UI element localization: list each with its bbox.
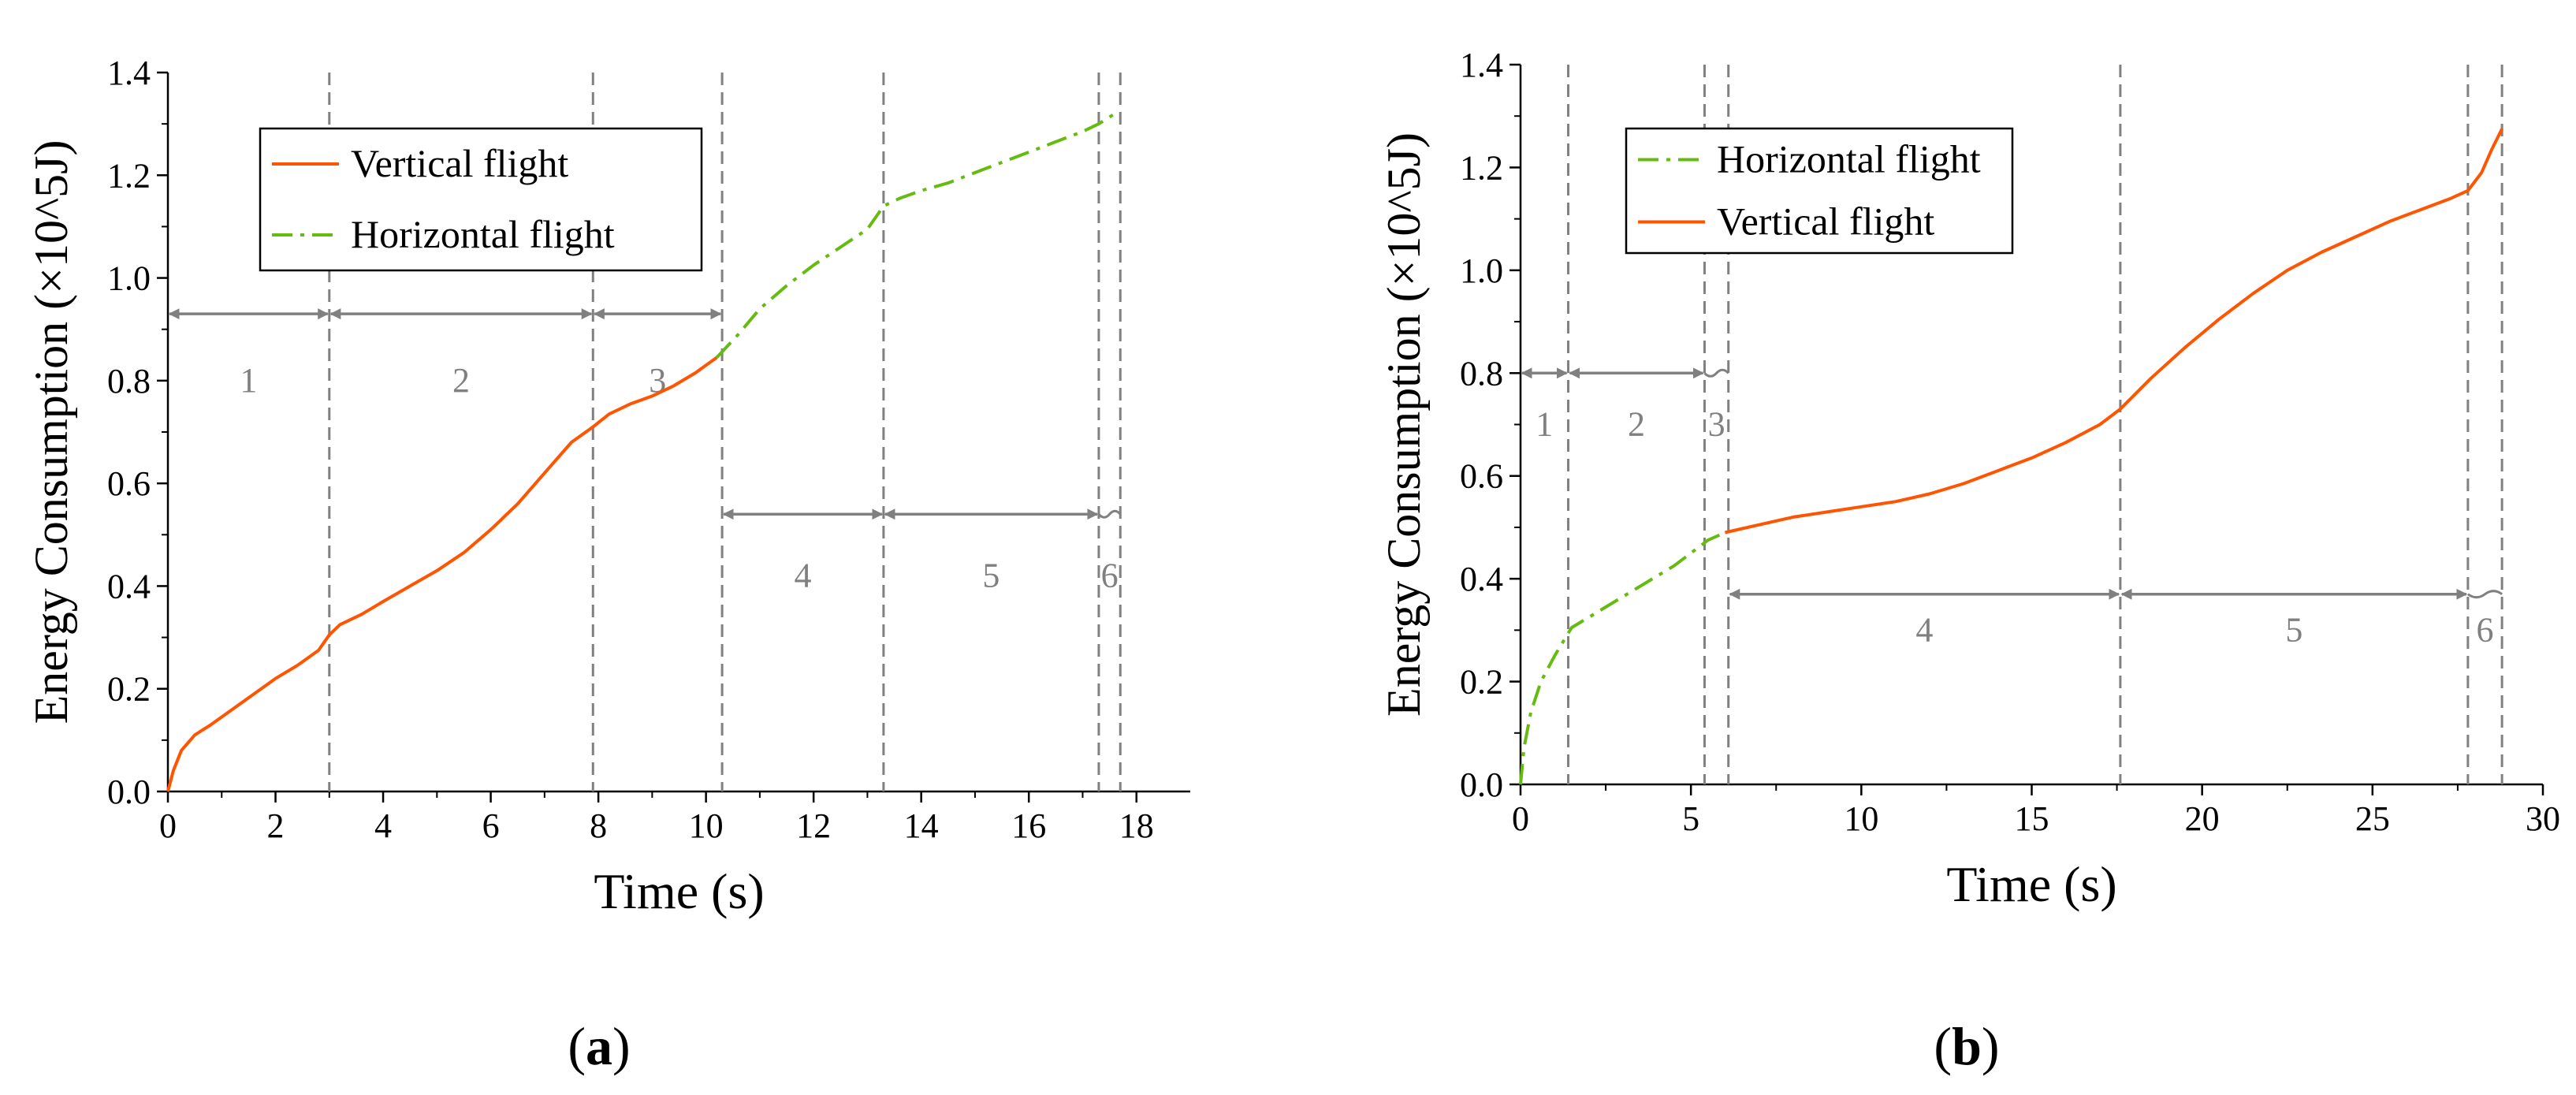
phase-label-1: 1 bbox=[1536, 405, 1553, 444]
y-tick-label: 1.4 bbox=[107, 54, 151, 92]
series-vertical-flight bbox=[1724, 128, 2503, 534]
y-tick-label: 0.8 bbox=[1460, 354, 1503, 393]
x-tick-label: 8 bbox=[590, 806, 607, 845]
caption-a: (a) bbox=[568, 1016, 630, 1076]
x-tick-label: 2 bbox=[267, 806, 285, 845]
x-tick-label: 20 bbox=[2185, 799, 2220, 838]
series-horizontal-flight bbox=[1519, 531, 1726, 785]
y-tick-label: 1.2 bbox=[107, 156, 151, 195]
caption-b: (b) bbox=[1934, 1016, 1999, 1076]
legend-label-horizontal-flight: Horizontal flight bbox=[1717, 137, 1981, 181]
y-axis-title: Energy Consumption (×10^5J) bbox=[25, 140, 77, 724]
x-tick-label: 0 bbox=[1512, 799, 1529, 838]
x-tick-label: 5 bbox=[1682, 799, 1699, 838]
y-tick-label: 0.8 bbox=[107, 362, 151, 400]
y-tick-label: 0.2 bbox=[107, 670, 151, 709]
x-tick-label: 4 bbox=[374, 806, 392, 845]
y-tick-label: 0.4 bbox=[107, 567, 151, 605]
y-tick-label: 0.6 bbox=[107, 464, 151, 503]
phase-arrow-6 bbox=[2466, 590, 2503, 599]
x-tick-label: 30 bbox=[2526, 799, 2560, 838]
y-tick-label: 0.2 bbox=[1460, 663, 1503, 702]
series-vertical-flight bbox=[166, 356, 718, 792]
x-tick-label: 10 bbox=[689, 806, 724, 845]
x-tick-label: 18 bbox=[1119, 806, 1154, 845]
phase-arrow-6 bbox=[1097, 509, 1122, 519]
x-axis-title: Time (s) bbox=[594, 863, 764, 919]
phase-label-5: 5 bbox=[2285, 610, 2302, 649]
y-axis-title: Energy Consumption (×10^5J) bbox=[1378, 132, 1430, 717]
legend-box bbox=[259, 127, 703, 272]
x-tick-label: 0 bbox=[159, 806, 177, 845]
y-tick-label: 1.4 bbox=[1460, 46, 1503, 84]
legend-label-vertical-flight: Vertical flight bbox=[351, 141, 568, 185]
phase-label-2: 2 bbox=[452, 361, 470, 400]
y-tick-label: 1.2 bbox=[1460, 148, 1503, 187]
legend-box bbox=[1625, 127, 2014, 255]
chart-a: 0 2 4 6 8 10 12 14 16 180.00.20.40.60.81.01.21.4T… bbox=[25, 54, 1190, 1076]
chart-b: 0 5 10 15 20 25 300.00.20.40.60.81.01.21.4Time… bbox=[1378, 46, 2560, 1076]
x-axis-title: Time (s) bbox=[1946, 856, 2116, 912]
phase-label-6: 6 bbox=[1101, 556, 1119, 594]
series-horizontal-flight bbox=[715, 112, 1116, 359]
phase-label-4: 4 bbox=[1915, 610, 1933, 649]
phase-label-6: 6 bbox=[2477, 610, 2494, 649]
x-tick-label: 16 bbox=[1011, 806, 1046, 845]
phase-label-4: 4 bbox=[795, 556, 812, 594]
phase-arrow-3 bbox=[1703, 368, 1729, 378]
y-tick-label: 1.0 bbox=[107, 259, 151, 298]
y-tick-label: 1.0 bbox=[1460, 251, 1503, 290]
x-tick-label: 14 bbox=[904, 806, 939, 845]
legend-label-horizontal-flight: Horizontal flight bbox=[351, 212, 615, 256]
y-tick-label: 0.4 bbox=[1460, 560, 1503, 598]
x-tick-label: 10 bbox=[1844, 799, 1878, 838]
phase-label-3: 3 bbox=[1708, 405, 1725, 444]
x-tick-label: 12 bbox=[796, 806, 831, 845]
y-tick-label: 0.0 bbox=[1460, 765, 1503, 804]
phase-label-2: 2 bbox=[1628, 405, 1645, 444]
y-tick-label: 0.6 bbox=[1460, 457, 1503, 496]
x-tick-label: 25 bbox=[2355, 799, 2390, 838]
phase-label-1: 1 bbox=[240, 361, 257, 400]
phase-label-5: 5 bbox=[982, 556, 1000, 594]
y-tick-label: 0.0 bbox=[107, 773, 151, 811]
x-tick-label: 15 bbox=[2015, 799, 2049, 838]
x-tick-label: 6 bbox=[482, 806, 500, 845]
legend-label-vertical-flight: Vertical flight bbox=[1717, 199, 1934, 244]
